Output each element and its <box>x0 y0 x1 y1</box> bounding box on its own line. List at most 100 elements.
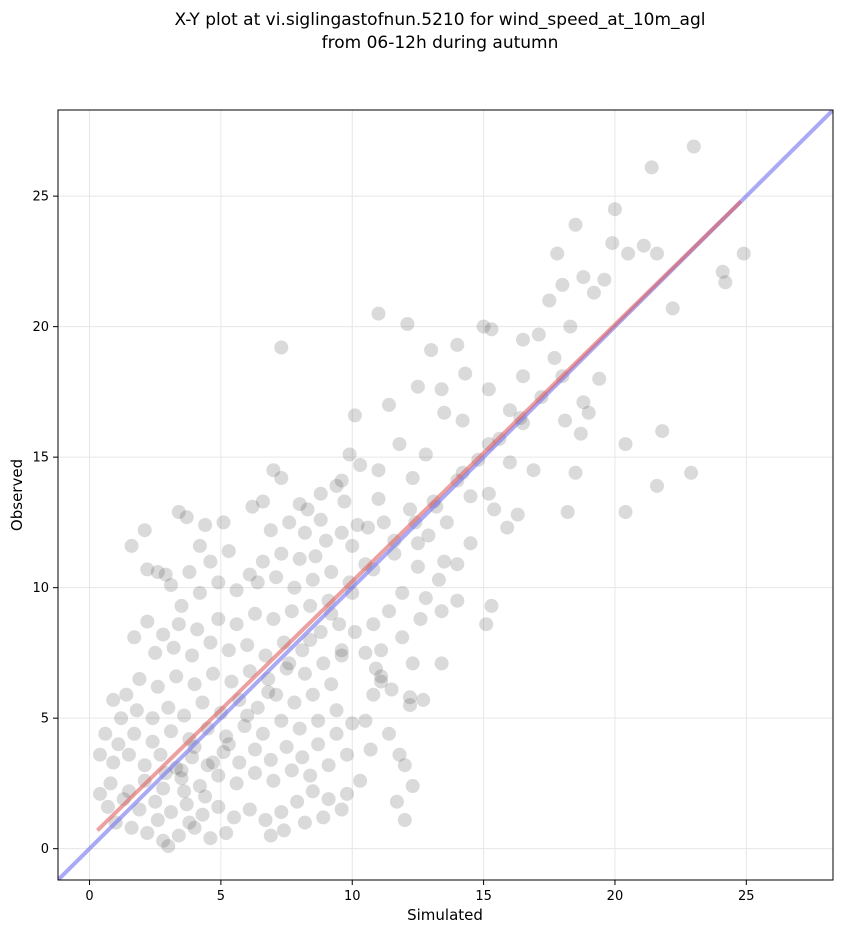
scatter-point <box>148 794 163 809</box>
scatter-point <box>481 486 496 501</box>
scatter-point <box>242 567 257 582</box>
scatter-point <box>284 604 299 619</box>
scatter-point <box>332 617 347 632</box>
scatter-point <box>171 617 186 632</box>
chart-title-line-1: X-Y plot at vi.siglingastofnun.5210 for … <box>174 10 705 30</box>
scatter-point <box>558 413 572 428</box>
scatter-point <box>347 625 362 639</box>
scatter-point <box>366 617 381 632</box>
x-axis-ticks: 0 5 10 15 20 25 <box>85 880 755 904</box>
scatter-point <box>334 525 349 540</box>
x-tick-label: 15 <box>475 889 492 904</box>
scatter-point <box>403 502 417 517</box>
scatter-point <box>227 810 241 825</box>
scatter-point <box>248 742 262 757</box>
x-tick-label: 10 <box>344 889 361 904</box>
scatter-point <box>297 525 312 540</box>
scatter-point <box>150 813 165 827</box>
scatter-point <box>137 773 152 788</box>
scatter-point <box>203 831 218 846</box>
scatter-point <box>644 160 659 175</box>
scatter-point <box>347 408 362 423</box>
scatter-point <box>463 536 478 551</box>
scatter-point <box>597 272 612 287</box>
scatter-point <box>282 515 297 530</box>
scatter-point <box>334 802 349 817</box>
scatter-point <box>206 666 220 681</box>
y-tick-label: 5 <box>41 712 49 727</box>
scatter-point <box>479 617 494 632</box>
scatter-point <box>164 724 178 739</box>
scatter-point <box>177 708 192 723</box>
scatter-point <box>371 306 386 321</box>
scatter-point <box>431 572 446 587</box>
scatter-point <box>463 489 478 504</box>
scatter-point <box>337 494 352 509</box>
scatter-point <box>405 471 420 485</box>
scatter-point <box>179 797 194 812</box>
scatter-point <box>274 340 289 355</box>
scatter-point <box>384 682 399 697</box>
scatter-point <box>586 285 601 300</box>
scatter-point <box>305 784 320 799</box>
scatter-point <box>636 238 651 253</box>
scatter-point <box>374 674 389 689</box>
scatter-point <box>179 510 194 525</box>
scatter-point <box>164 578 178 593</box>
regression-fit-line <box>96 199 743 832</box>
scatter-point <box>531 327 546 342</box>
scatter-point <box>550 246 565 261</box>
x-tick-label: 5 <box>217 889 225 904</box>
scatter-point <box>502 455 517 470</box>
scatter-point <box>211 612 226 626</box>
scatter-point <box>334 643 349 658</box>
scatter-point <box>221 643 236 658</box>
scatter-point <box>334 473 349 488</box>
scatter-point <box>366 687 381 702</box>
scatter-point <box>166 640 181 655</box>
scatter-point <box>650 246 664 261</box>
scatter-point <box>279 661 294 676</box>
scatter-point <box>132 672 147 686</box>
scatter-point <box>100 799 115 814</box>
scatter-point <box>542 293 557 308</box>
scatter-point <box>182 815 197 830</box>
scatter-point <box>736 246 751 261</box>
scatter-point <box>516 332 530 347</box>
scatter-point <box>292 721 307 736</box>
scatter-point <box>560 505 575 519</box>
scatter-point <box>526 463 541 478</box>
scatter-point <box>434 382 449 397</box>
scatter-point <box>403 698 417 713</box>
scatter-point <box>618 437 633 452</box>
scatter-point <box>248 766 262 780</box>
scatter-point <box>148 645 163 660</box>
scatter-point <box>150 565 165 579</box>
scatter-point <box>715 264 730 279</box>
scatter-point <box>255 726 270 741</box>
scatter-point <box>248 606 262 621</box>
y-axis-ticks: 0 5 10 15 20 25 <box>32 190 58 857</box>
scatter-point <box>342 447 357 462</box>
scatter-point <box>607 202 622 217</box>
scatter-point <box>395 630 410 645</box>
y-tick-label: 20 <box>32 320 49 335</box>
scatter-point <box>211 768 226 783</box>
scatter-point <box>240 638 255 653</box>
scatter-point <box>303 632 318 647</box>
scatter-point <box>650 478 664 493</box>
scatter-point <box>410 559 425 574</box>
scatter-point <box>382 726 396 741</box>
scatter-point <box>434 656 449 671</box>
scatter-point <box>245 499 260 514</box>
scatter-point <box>145 734 160 749</box>
scatter-point <box>290 794 305 809</box>
scatter-point <box>487 502 502 517</box>
scatter-point <box>98 726 113 741</box>
scatter-point <box>358 713 373 728</box>
scatter-point <box>276 823 291 838</box>
scatter-point <box>185 648 199 663</box>
scatter-point <box>174 771 189 786</box>
scatter-point <box>621 246 636 261</box>
scatter-point <box>397 813 412 827</box>
